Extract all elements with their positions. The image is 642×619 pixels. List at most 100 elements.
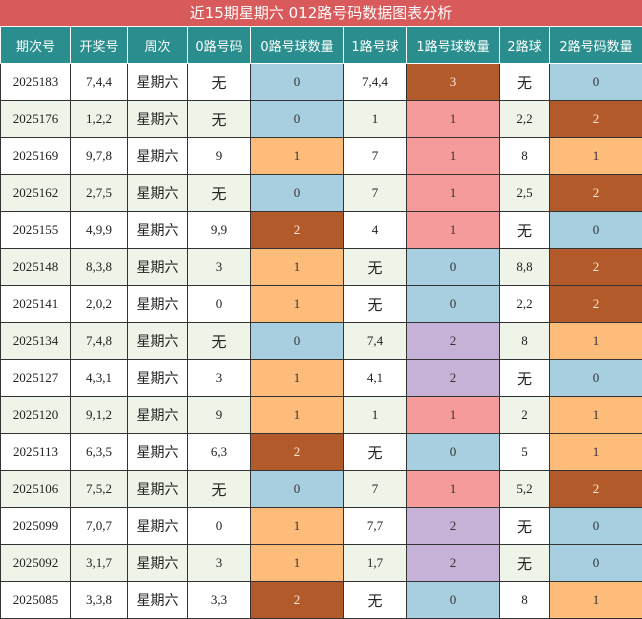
cell-route2: 8 xyxy=(500,582,550,619)
cell-week: 星期六 xyxy=(128,434,188,471)
cell-route0-count: 2 xyxy=(251,434,344,471)
cell-route1: 1 xyxy=(344,101,407,138)
cell-route0: 无 xyxy=(188,323,251,360)
cell-draw: 4,9,9 xyxy=(71,212,128,249)
cell-route1-count: 0 xyxy=(407,434,500,471)
cell-route0: 0 xyxy=(188,286,251,323)
cell-route1: 7 xyxy=(344,471,407,508)
cell-route1-count: 0 xyxy=(407,286,500,323)
cell-route1: 7,4,4 xyxy=(344,64,407,101)
header-route1-count: 1路号球数量 xyxy=(407,27,500,64)
cell-route1-count: 0 xyxy=(407,582,500,619)
cell-route0: 无 xyxy=(188,101,251,138)
cell-route0-count: 1 xyxy=(251,286,344,323)
cell-week: 星期六 xyxy=(128,323,188,360)
cell-draw: 7,0,7 xyxy=(71,508,128,545)
cell-route1: 7,7 xyxy=(344,508,407,545)
cell-route2-count: 2 xyxy=(550,249,642,286)
cell-period: 2025162 xyxy=(1,175,71,212)
cell-route0: 无 xyxy=(188,175,251,212)
header-route0-count: 0路号球数量 xyxy=(251,27,344,64)
cell-route0: 9,9 xyxy=(188,212,251,249)
cell-route0: 9 xyxy=(188,397,251,434)
cell-week: 星期六 xyxy=(128,64,188,101)
cell-route2: 无 xyxy=(500,64,550,101)
cell-route2: 无 xyxy=(500,545,550,582)
cell-route2-count: 1 xyxy=(550,138,642,175)
cell-route0-count: 1 xyxy=(251,249,344,286)
header-week: 周次 xyxy=(128,27,188,64)
cell-route2-count: 0 xyxy=(550,64,642,101)
cell-route2-count: 0 xyxy=(550,212,642,249)
cell-draw: 2,7,5 xyxy=(71,175,128,212)
cell-route1-count: 2 xyxy=(407,360,500,397)
cell-route2-count: 0 xyxy=(550,508,642,545)
cell-period: 2025113 xyxy=(1,434,71,471)
cell-route2-count: 1 xyxy=(550,582,642,619)
cell-period: 2025148 xyxy=(1,249,71,286)
cell-period: 2025099 xyxy=(1,508,71,545)
cell-draw: 3,3,8 xyxy=(71,582,128,619)
cell-period: 2025106 xyxy=(1,471,71,508)
cell-route0: 0 xyxy=(188,508,251,545)
cell-route2: 8 xyxy=(500,138,550,175)
cell-draw: 9,1,2 xyxy=(71,397,128,434)
cell-route2-count: 2 xyxy=(550,286,642,323)
cell-route1: 无 xyxy=(344,249,407,286)
cell-route2-count: 1 xyxy=(550,397,642,434)
cell-route2: 2 xyxy=(500,397,550,434)
cell-route0-count: 0 xyxy=(251,175,344,212)
cell-route1-count: 2 xyxy=(407,323,500,360)
cell-route2-count: 0 xyxy=(550,545,642,582)
cell-route0: 3 xyxy=(188,545,251,582)
cell-route2-count: 2 xyxy=(550,101,642,138)
cell-route1-count: 1 xyxy=(407,138,500,175)
cell-route1: 4,1 xyxy=(344,360,407,397)
cell-period: 2025155 xyxy=(1,212,71,249)
cell-route0: 6,3 xyxy=(188,434,251,471)
cell-route1: 4 xyxy=(344,212,407,249)
header-route0: 0路号码 xyxy=(188,27,251,64)
cell-route0-count: 0 xyxy=(251,64,344,101)
cell-draw: 2,0,2 xyxy=(71,286,128,323)
cell-week: 星期六 xyxy=(128,101,188,138)
cell-route2: 5 xyxy=(500,434,550,471)
cell-route0-count: 1 xyxy=(251,138,344,175)
cell-route0: 3,3 xyxy=(188,582,251,619)
cell-route1: 7,4 xyxy=(344,323,407,360)
header-period: 期次号 xyxy=(1,27,71,64)
cell-route1: 无 xyxy=(344,434,407,471)
cell-route1-count: 2 xyxy=(407,508,500,545)
cell-route2: 5,2 xyxy=(500,471,550,508)
cell-route1-count: 0 xyxy=(407,249,500,286)
cell-route0-count: 1 xyxy=(251,545,344,582)
cell-route2-count: 1 xyxy=(550,434,642,471)
cell-route0-count: 0 xyxy=(251,471,344,508)
cell-period: 2025120 xyxy=(1,397,71,434)
cell-period: 2025092 xyxy=(1,545,71,582)
cell-route2-count: 1 xyxy=(550,323,642,360)
cell-week: 星期六 xyxy=(128,545,188,582)
cell-route0-count: 1 xyxy=(251,360,344,397)
cell-route1-count: 1 xyxy=(407,397,500,434)
cell-draw: 4,3,1 xyxy=(71,360,128,397)
cell-week: 星期六 xyxy=(128,582,188,619)
cell-route1: 无 xyxy=(344,286,407,323)
cell-route1: 1,7 xyxy=(344,545,407,582)
cell-route0: 9 xyxy=(188,138,251,175)
cell-route2: 无 xyxy=(500,212,550,249)
cell-route2-count: 0 xyxy=(550,360,642,397)
cell-week: 星期六 xyxy=(128,397,188,434)
cell-route0: 3 xyxy=(188,249,251,286)
cell-route2: 无 xyxy=(500,508,550,545)
cell-week: 星期六 xyxy=(128,175,188,212)
cell-route2: 8,8 xyxy=(500,249,550,286)
cell-period: 2025176 xyxy=(1,101,71,138)
